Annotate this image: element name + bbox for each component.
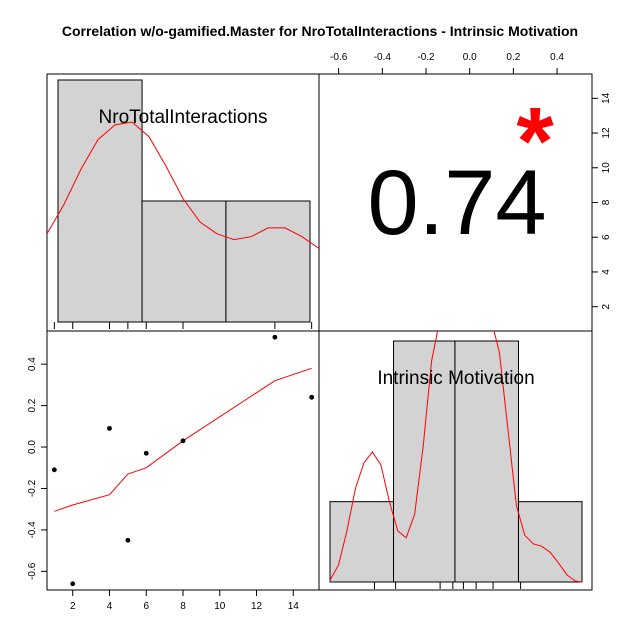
density-curve — [47, 121, 319, 249]
smooth-line — [54, 367, 312, 512]
histogram-intrinsic-motivation: Intrinsic Motivation — [329, 331, 583, 589]
left-axis-tick-label: -0.4 — [27, 521, 38, 539]
left-axis-tick-label: 0.4 — [27, 357, 38, 371]
right-axis-tick-label: 10 — [601, 162, 612, 174]
right-axis-tick-label: 8 — [601, 199, 612, 205]
chart-title: Correlation w/o-gamified.Master for NroT… — [62, 23, 578, 39]
left-axis-tick-label: -0.2 — [27, 479, 38, 497]
right-axis-tick-label: 6 — [601, 234, 612, 240]
scatter-point — [272, 334, 278, 340]
bottom-axis-tick-label: 8 — [180, 601, 186, 612]
bottom-axis-tick-label: 6 — [143, 601, 149, 612]
bottom-axis-tick-label: 4 — [107, 601, 113, 612]
outer-axes: 2 4 6 8 10 12 14 -0.6 -0.4 -0.2 0.0 0.2 0.4 -0.6 -0.4 -… — [27, 52, 612, 612]
correlation-value: 0.74 — [367, 152, 546, 254]
scatter-point — [180, 438, 186, 444]
top-axis-tick-label: -0.6 — [330, 52, 348, 63]
top-axis-tick-label: -0.2 — [417, 52, 435, 63]
diagonal-label-intrinsic-motivation: Intrinsic Motivation — [377, 368, 534, 389]
histogram-nrototalinteractions: NroTotalInteractions — [47, 79, 319, 329]
top-axis-tick-label: -0.4 — [374, 52, 392, 63]
histogram-bar — [57, 79, 143, 323]
right-axis-tick-label: 12 — [601, 127, 612, 139]
bottom-axis-tick-label: 2 — [70, 601, 76, 612]
histogram-bar — [517, 501, 583, 583]
bottom-axis-tick-label: 12 — [251, 601, 263, 612]
diagonal-label-nrototalinteractions: NroTotalInteractions — [99, 107, 268, 128]
scatter-panel — [51, 334, 315, 587]
significance-star: * — [516, 88, 554, 195]
panel-frame — [46, 330, 320, 591]
panel-frame — [318, 330, 593, 591]
histogram-bar — [454, 340, 519, 583]
top-axis-tick-label: 0.4 — [550, 52, 564, 63]
histogram-bar — [141, 200, 227, 323]
scatter-point — [309, 394, 315, 400]
correlation-panel: 0.74 * — [367, 88, 554, 254]
histogram-bar — [329, 501, 395, 583]
right-axis-tick-label: 4 — [601, 269, 612, 275]
right-axis-tick-label: 14 — [601, 92, 612, 104]
histogram-bar — [225, 200, 311, 323]
scatter-point — [70, 581, 76, 587]
left-axis-tick-label: 0.2 — [27, 398, 38, 412]
left-axis-tick-label: -0.6 — [27, 562, 38, 580]
histogram-bar — [393, 340, 456, 583]
density-curve — [329, 331, 583, 583]
scatter-point — [107, 425, 112, 431]
top-axis-tick-label: 0.2 — [506, 52, 520, 63]
scatter-point — [143, 450, 149, 456]
bottom-axis-tick-label: 14 — [288, 601, 300, 612]
scatter-point — [125, 537, 131, 543]
right-axis-tick-label: 2 — [601, 303, 612, 309]
scatter-point — [51, 467, 57, 473]
left-axis-tick-label: 0.0 — [27, 440, 38, 454]
bottom-axis-tick-label: 10 — [214, 601, 226, 612]
top-axis-tick-label: 0.0 — [463, 52, 477, 63]
